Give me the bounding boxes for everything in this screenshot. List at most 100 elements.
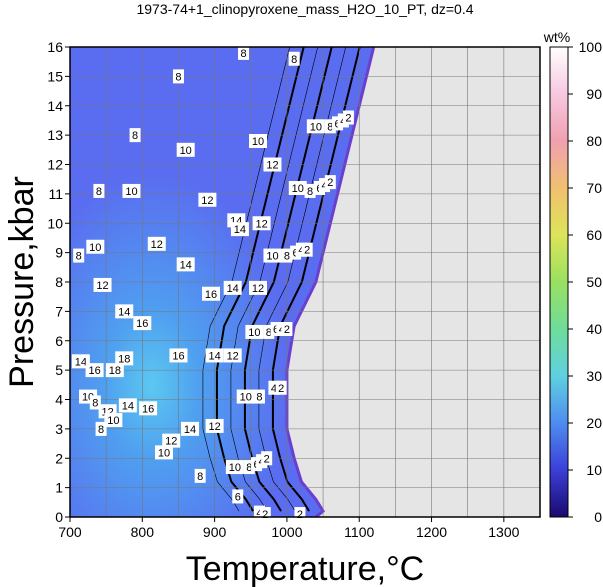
contour-label-text: 8 (246, 462, 252, 474)
y-tick-label: 12 (47, 157, 63, 173)
contour-label-bg (253, 505, 265, 520)
contour-label-text: 12 (227, 350, 239, 362)
contour-label-bg (261, 451, 273, 466)
contour-label-bg (294, 507, 306, 522)
contour-label-bg (93, 183, 105, 198)
contour-label-bg (147, 236, 166, 251)
contour-label-text: 8 (327, 121, 333, 133)
contour-label-text: 2 (284, 324, 290, 336)
x-axis: 700 800 900 1000 1100 1200 1300 (58, 517, 520, 540)
y-tick-label: 14 (47, 98, 63, 114)
contour-label: 4 (319, 178, 331, 193)
contour-label: 2 (281, 322, 293, 336)
contour-label-bg (230, 222, 249, 237)
contour-label: 18 (115, 351, 134, 366)
contour-label-text: 2 (304, 245, 310, 257)
contour-label: 14 (230, 222, 249, 237)
contour-label: 8 (304, 183, 316, 198)
contour-label: 14 (118, 398, 137, 413)
contour-label-text: 8 (98, 424, 104, 436)
contour-label-text: 10 (240, 392, 252, 404)
y-tick-label: 9 (55, 245, 63, 261)
contour-label-bg (73, 248, 85, 263)
contour-label: 14 (115, 304, 134, 319)
contour-label: 12 (147, 236, 166, 251)
contour-label-text: 8 (284, 251, 290, 263)
contour-label-text: 12 (151, 239, 163, 251)
contour-label-bg (301, 242, 313, 257)
contour-label-text: 8 (240, 48, 246, 60)
contour-label: 8 (93, 183, 105, 198)
x-tick-label: 1000 (271, 524, 302, 540)
contour-label-bg (281, 248, 293, 263)
contour-label-text: 8 (266, 327, 272, 339)
y-axis-label: Pressure,kbar (3, 176, 41, 388)
contour-label-bg (243, 460, 255, 475)
contour-label-text: 10 (229, 462, 241, 474)
contour-label-bg (249, 134, 267, 148)
contour-label-text: 14 (118, 306, 130, 318)
contour-label: 4 (268, 380, 280, 395)
contour-label-text: 10 (107, 415, 119, 427)
contour-label-bg (263, 248, 282, 263)
y-tick-label: 3 (55, 421, 63, 437)
y-tick-label: 4 (55, 392, 63, 408)
contour-label-text: 10 (310, 121, 322, 133)
colorbar-tick-label: 0 (594, 509, 602, 525)
contour-label-bg (288, 51, 300, 66)
colorbar-tick-label: 30 (586, 368, 602, 384)
y-tick-label: 11 (48, 186, 63, 202)
contour-label-bg (162, 433, 181, 448)
contour-label: 12 (223, 348, 242, 363)
contour-label: 8 (243, 460, 255, 475)
contour-label-text: 10 (180, 145, 192, 157)
contour-label: 10 (249, 134, 267, 148)
contour-label-text: 10 (248, 327, 260, 339)
contour-label-text: 18 (118, 353, 130, 365)
contour-label: 10 (104, 413, 123, 428)
colorbar-tick-label: 80 (586, 133, 602, 149)
contour-label: 12 (162, 433, 181, 448)
contour-label-text: 12 (252, 283, 264, 295)
contour-label-text: 6 (334, 118, 340, 130)
colorbar-tick-label: 70 (586, 180, 602, 196)
contour-label-text: 4 (256, 508, 262, 520)
contour-label-bg (263, 324, 275, 339)
contour-label-bg (115, 304, 134, 319)
contour-label: 12 (263, 157, 282, 172)
contour-label-text: 2 (264, 453, 270, 465)
contour-label: 8 (263, 324, 275, 339)
contour-label-bg (223, 348, 242, 363)
colorbar-tick-label: 10 (586, 462, 602, 478)
contour-label-text: 4 (298, 245, 304, 257)
contour-label: 14 (71, 354, 90, 369)
contour-label: 2 (342, 110, 354, 125)
contour-label-bg (129, 128, 141, 143)
x-tick-label: 800 (131, 524, 155, 540)
contour-label-text: 4 (271, 383, 277, 395)
contour-label-text: 6 (273, 324, 279, 336)
contour-line (243, 47, 333, 512)
contour-label-bg (169, 348, 188, 363)
contour-label-bg (252, 216, 271, 231)
contour-label: 16 (133, 316, 152, 331)
contour-label-text: 10 (252, 136, 264, 148)
contour-label-bg (275, 380, 287, 395)
contour-label: 2 (275, 380, 287, 395)
contour-label: 8 (238, 45, 250, 60)
contour-lines (202, 47, 361, 512)
x-tick-label: 700 (58, 524, 82, 540)
contour-label: 8 (129, 128, 141, 143)
contour-label-bg (86, 239, 105, 254)
y-tick-label: 15 (47, 68, 63, 84)
x-tick-label: 1100 (344, 524, 374, 540)
contour-label-bg (115, 351, 134, 366)
contour-label-text: 16 (172, 350, 184, 362)
contour-label: 10 (288, 181, 307, 195)
contour-label-bg (172, 69, 184, 84)
contour-label: 2 (259, 507, 271, 522)
contour-label-text: 14 (75, 356, 87, 368)
contour-label: 8 (95, 421, 107, 436)
